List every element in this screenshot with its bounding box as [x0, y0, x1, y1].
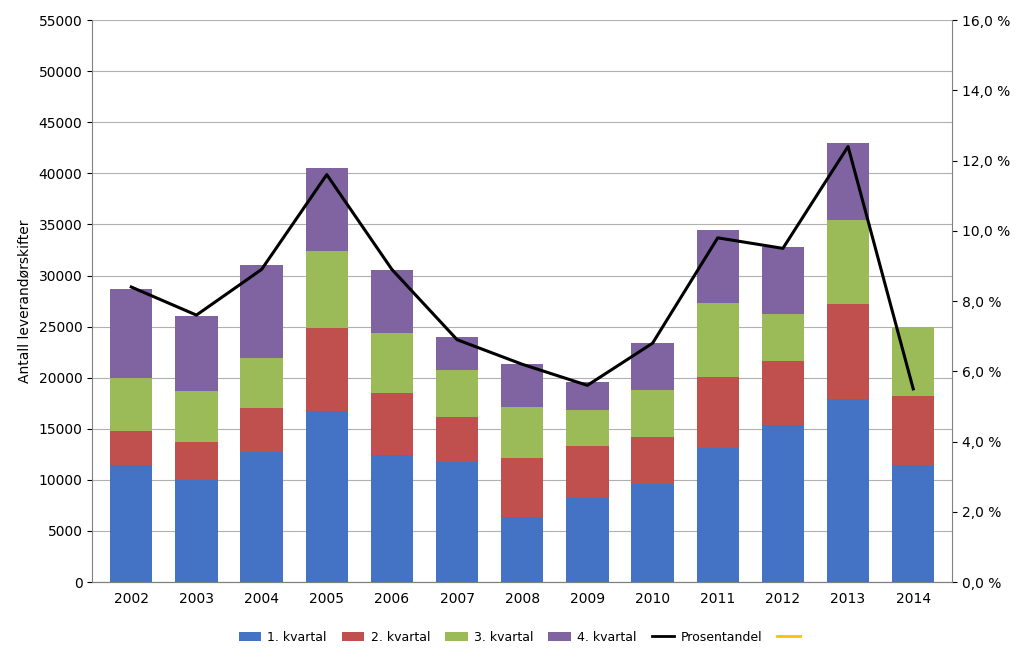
Bar — [827, 304, 869, 399]
Bar — [110, 378, 153, 431]
Bar — [241, 359, 283, 408]
Bar — [305, 168, 348, 251]
Bar — [436, 462, 478, 582]
Bar — [305, 411, 348, 582]
Bar — [827, 142, 869, 220]
Bar — [371, 270, 413, 332]
Bar — [892, 464, 935, 582]
Bar — [501, 516, 544, 582]
Prosentandel — [386, 266, 398, 274]
Bar — [762, 361, 804, 425]
Prosentandel — [255, 266, 267, 274]
Bar — [632, 484, 674, 582]
Legend: 1. kvartal, 2. kvartal, 3. kvartal, 4. kvartal, Prosentandel, : 1. kvartal, 2. kvartal, 3. kvartal, 4. k… — [233, 626, 811, 649]
Bar — [436, 369, 478, 417]
Prosentandel — [582, 381, 594, 389]
Bar — [371, 393, 413, 456]
Bar — [110, 289, 153, 378]
Bar — [696, 448, 739, 582]
Prosentandel — [321, 171, 333, 179]
Bar — [241, 452, 283, 582]
Bar — [632, 390, 674, 437]
Bar — [762, 425, 804, 582]
Prosentandel — [842, 142, 854, 151]
Bar — [110, 431, 153, 464]
Bar — [892, 326, 935, 396]
Prosentandel — [907, 385, 920, 393]
Bar — [566, 382, 608, 410]
Bar — [436, 417, 478, 462]
Bar — [110, 464, 153, 582]
Bar — [827, 399, 869, 582]
Prosentandel — [190, 311, 203, 319]
Bar — [175, 442, 218, 480]
Bar — [501, 407, 544, 458]
Bar — [305, 328, 348, 411]
Bar — [175, 316, 218, 391]
Prosentandel — [712, 234, 724, 242]
Bar — [241, 266, 283, 359]
Y-axis label: Antall leverandørskifter: Antall leverandørskifter — [17, 219, 32, 383]
Bar — [566, 410, 608, 446]
Bar — [632, 343, 674, 390]
Bar — [175, 391, 218, 442]
Line: Prosentandel: Prosentandel — [131, 147, 913, 389]
Bar — [241, 408, 283, 452]
Bar — [436, 337, 478, 369]
Prosentandel — [125, 283, 137, 291]
Bar — [696, 229, 739, 303]
Bar — [892, 396, 935, 464]
Bar — [566, 498, 608, 582]
Prosentandel — [646, 339, 658, 347]
Prosentandel — [451, 336, 463, 344]
Bar — [696, 377, 739, 448]
Bar — [305, 251, 348, 328]
Bar — [501, 365, 544, 407]
Bar — [696, 303, 739, 377]
Bar — [566, 446, 608, 498]
Prosentandel — [777, 244, 790, 252]
Bar — [827, 220, 869, 304]
Bar — [371, 456, 413, 582]
Bar — [632, 437, 674, 484]
Bar — [371, 332, 413, 393]
Bar — [175, 480, 218, 582]
Bar — [762, 314, 804, 361]
Prosentandel — [516, 360, 528, 368]
Bar — [762, 247, 804, 314]
Bar — [501, 458, 544, 516]
